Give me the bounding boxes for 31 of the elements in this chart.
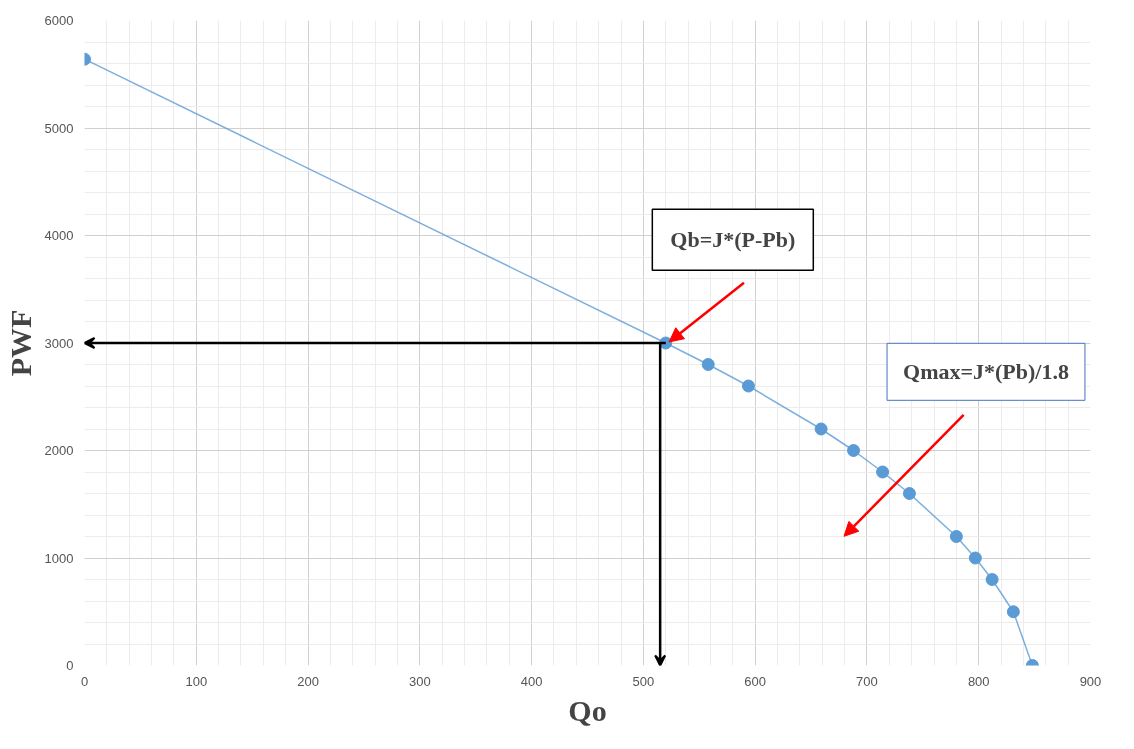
- point: [902, 487, 916, 500]
- x-tick-label: 200: [297, 673, 319, 689]
- x-tick-label: 700: [856, 673, 878, 689]
- point: [1006, 605, 1020, 619]
- y-tick-label: 2000: [44, 443, 74, 458]
- x-tick-label: 600: [744, 673, 767, 689]
- point: [814, 422, 828, 436]
- x-tick-label: 900: [1079, 673, 1102, 689]
- x-tick-label: 800: [967, 673, 990, 689]
- x-tick-label: 0: [80, 673, 89, 689]
- y-tick-label: 6000: [44, 13, 74, 28]
- point: [876, 465, 890, 479]
- x-tick-label: 100: [185, 673, 208, 689]
- x-tick-label: 400: [520, 673, 543, 689]
- x-axis-title: Qo: [568, 693, 607, 727]
- point: [968, 551, 982, 565]
- annotation: Qmax=J*(Pb)/1.8: [903, 359, 1069, 385]
- y-tick-label: 5000: [44, 120, 74, 136]
- y-tick-label: 3000: [44, 335, 74, 351]
- point: [847, 444, 861, 457]
- annotation: Qb=J*(P-Pb): [670, 227, 796, 253]
- point: [985, 573, 999, 586]
- y-tick-label: 1000: [44, 550, 74, 566]
- point: [949, 530, 963, 543]
- x-tick-label: 300: [408, 673, 431, 689]
- point: [741, 379, 755, 393]
- y-tick-label: 4000: [44, 228, 74, 243]
- point: [701, 358, 715, 371]
- y-tick-label: 0: [66, 658, 74, 673]
- y-axis-title: PWF: [3, 309, 37, 377]
- x-tick-label: 500: [632, 673, 655, 689]
